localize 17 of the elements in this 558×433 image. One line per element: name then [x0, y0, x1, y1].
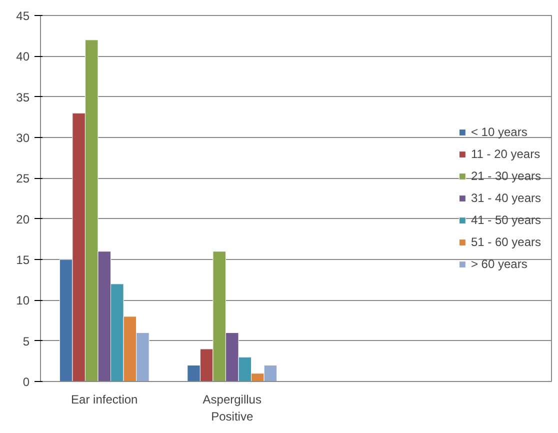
legend-label: < 10 years [470, 125, 528, 139]
y-tick-label: 15 [16, 253, 30, 267]
y-tick-label: 20 [16, 212, 30, 226]
legend-label: 31 - 40 years [470, 191, 541, 205]
y-tick-label: 0 [22, 375, 30, 389]
y-tick-label: 25 [16, 172, 30, 186]
y-tick-label: 35 [16, 90, 30, 104]
legend-label: > 60 years [470, 257, 528, 271]
y-tick-label: 30 [16, 131, 30, 145]
y-tick-label: 40 [16, 50, 30, 64]
x-tick-label: Ear infection [71, 392, 138, 406]
y-tick-label: 45 [16, 9, 30, 23]
y-tick-label: 10 [16, 294, 30, 308]
x-tick-label: Aspergillus Positive [202, 392, 262, 424]
legend-label: 51 - 60 years [470, 235, 541, 249]
legend-label: 11 - 20 years [470, 147, 540, 161]
y-tick-label: 5 [22, 334, 30, 348]
